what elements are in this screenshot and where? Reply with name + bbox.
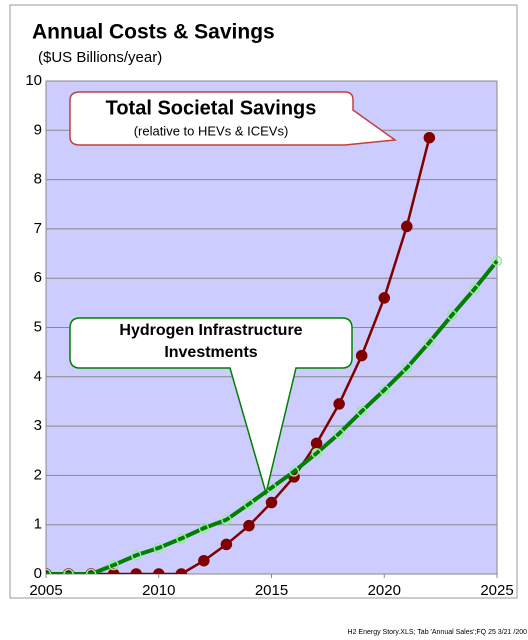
- data-point: [243, 519, 255, 532]
- data-point: [63, 568, 74, 574]
- data-point: [288, 466, 300, 477]
- data-point: [356, 406, 367, 417]
- data-point: [333, 398, 345, 410]
- data-point: [198, 522, 210, 534]
- series-line: [46, 137, 431, 574]
- chart-subtitle: ($US Billions/year): [38, 49, 162, 66]
- data-point: [153, 568, 165, 574]
- data-point: [85, 568, 97, 574]
- data-point: [423, 131, 436, 144]
- y-tick-label: 0: [34, 565, 42, 582]
- data-point: [311, 447, 322, 459]
- data-point: [130, 568, 142, 574]
- data-point: [355, 349, 368, 362]
- data-point: [130, 550, 142, 561]
- y-tick-label: 4: [34, 368, 42, 385]
- y-tick-label: 6: [34, 269, 42, 286]
- data-point: [446, 309, 458, 321]
- series-line: [46, 259, 499, 574]
- y-tick-label: 3: [34, 417, 42, 434]
- callout: [69, 317, 353, 496]
- chart-title: Annual Costs & Savings: [32, 21, 275, 44]
- data-point: [153, 542, 164, 554]
- x-tick-label: 2005: [29, 582, 62, 599]
- callout-note: (relative to HEVs & ICEVs): [134, 123, 289, 138]
- y-tick-label: 7: [34, 220, 42, 237]
- y-tick-label: 8: [34, 171, 42, 188]
- data-point: [220, 538, 233, 551]
- data-point: [469, 283, 480, 295]
- callout-title: Hydrogen Infrastructure Investments: [119, 322, 303, 361]
- data-point: [221, 514, 232, 526]
- data-point: [265, 496, 278, 509]
- callout-text-box: Hydrogen Infrastructure Investments: [119, 322, 303, 361]
- data-point: [401, 220, 413, 233]
- footer: H2 Energy Story.XLS; Tab 'Annual Sales';…: [348, 629, 528, 636]
- data-point: [491, 255, 503, 267]
- y-tick-label: 5: [34, 318, 42, 335]
- y-tick-label: 1: [34, 516, 42, 533]
- data-point: [176, 533, 187, 544]
- data-point: [310, 437, 323, 450]
- y-tick-label: 9: [34, 121, 42, 138]
- data-point: [424, 337, 435, 348]
- x-tick-label: 2020: [368, 582, 401, 599]
- data-point: [198, 554, 210, 567]
- data-point: [333, 428, 345, 439]
- data-point: [243, 498, 255, 510]
- data-point: [108, 559, 119, 571]
- x-tick-label: 2010: [142, 582, 175, 599]
- callout: [69, 91, 398, 146]
- data-point: [378, 292, 390, 304]
- x-tick-label: 2025: [480, 582, 513, 599]
- y-tick-label: 2: [34, 466, 42, 483]
- x-tick-label: 2015: [255, 582, 288, 599]
- data-point: [379, 384, 390, 396]
- y-tick-label: 10: [25, 72, 42, 89]
- data-point: [401, 362, 413, 374]
- callout-title: Total Societal Savings: [106, 97, 317, 119]
- data-point: [175, 568, 188, 574]
